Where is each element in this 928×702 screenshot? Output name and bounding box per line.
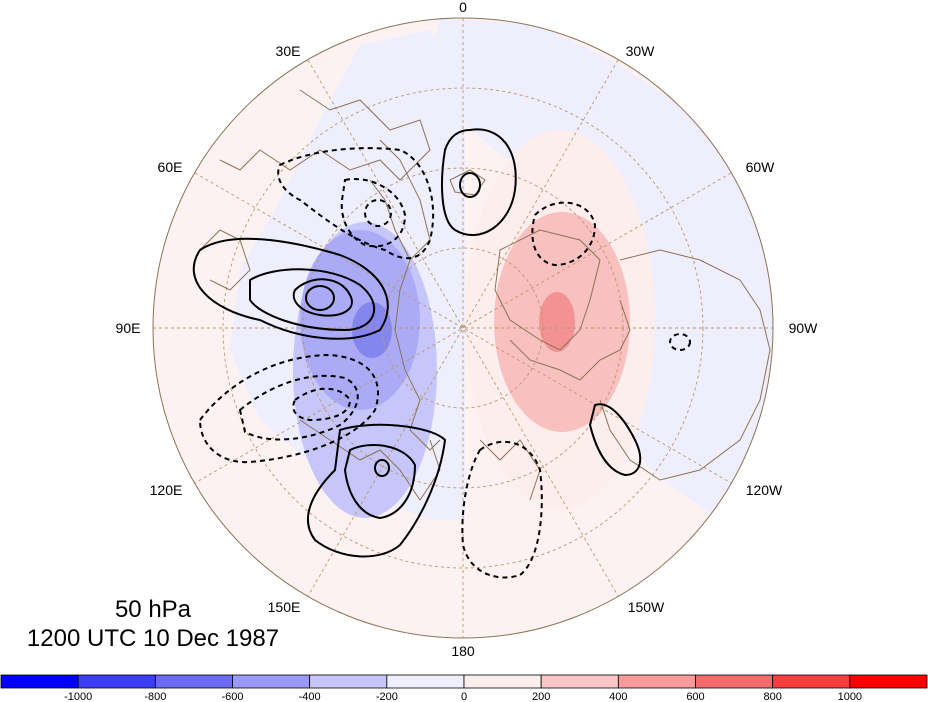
- coastline-europe: [219, 89, 431, 181]
- contour-negative-northwest-outer: [277, 147, 435, 260]
- colorbar-segment: [617, 674, 696, 689]
- pressure-level-caption: 50 hPa: [115, 596, 192, 623]
- lon-label-60e: 60E: [158, 159, 183, 175]
- lon-label-150e: 150E: [268, 599, 301, 615]
- time-caption: 1200 UTC 10 Dec 1987: [27, 625, 279, 652]
- neg-anomaly-core: [352, 302, 392, 358]
- lon-label-60w: 60W: [746, 159, 776, 175]
- contour-positive-south-middle: [343, 444, 417, 520]
- colorbar-tick-label: 0: [461, 691, 467, 702]
- contour-positive-south-outer: [306, 423, 447, 558]
- graticule: [153, 18, 773, 638]
- meridian-60e-120w: [194, 172, 732, 484]
- meridian-30e-150w: [307, 59, 619, 597]
- contour-positive-west-inner: [292, 278, 353, 317]
- contour-positive-east: [588, 403, 642, 477]
- colorbar-segment: [772, 674, 851, 689]
- lon-label-30w: 30W: [626, 43, 656, 59]
- colorbar-tick-label: 600: [686, 691, 704, 702]
- meridian-60w-120e: [194, 172, 732, 484]
- colorbar-segment: [232, 674, 311, 689]
- latitude-circle-outer: [222, 87, 704, 569]
- contour-positive-west-outer: [192, 237, 389, 340]
- colorbar-tick-label: 400: [609, 691, 627, 702]
- contour-negative-southwest-outer: [198, 353, 379, 464]
- colorbar-tick-label: 1000: [838, 691, 862, 702]
- contour-positive-west-middle: [249, 268, 376, 332]
- coastline-siberia: [394, 259, 441, 451]
- contour-positive-south-core: [374, 459, 390, 477]
- coastline-alaska: [479, 439, 541, 501]
- contour-lines: [192, 128, 691, 579]
- lon-label-90w: 90W: [789, 320, 819, 336]
- colorbar-tick-label: -200: [376, 691, 398, 702]
- coastline-canadian-arctic: [509, 299, 631, 381]
- coastline-greenland: [494, 229, 601, 351]
- lon-label-120e: 120E: [150, 482, 183, 498]
- coastlines: [199, 89, 771, 501]
- coastline-africa-mediterranean: [199, 229, 251, 291]
- contour-positive-north: [441, 128, 517, 236]
- map-border: [152, 17, 774, 639]
- colorbar-segment: [849, 674, 928, 689]
- colorbar-tick-label: -400: [299, 691, 321, 702]
- colorbar-tick-label: 800: [763, 691, 781, 702]
- colorbar-segment: [77, 674, 156, 689]
- lon-label-0: 0: [459, 0, 467, 15]
- colorbar-tick-label: -600: [221, 691, 243, 702]
- colorbar-segment: [386, 674, 465, 689]
- contour-negative-pacific: [461, 440, 543, 579]
- negative-contours: [198, 147, 691, 579]
- colorbar-segment: [154, 674, 233, 689]
- colorbar-tick-label: 200: [532, 691, 550, 702]
- meridian-30w-150e: [307, 59, 619, 597]
- lon-label-180: 180: [451, 643, 475, 659]
- colorbar-segment: [695, 674, 774, 689]
- contour-negative-southwest-inner: [292, 387, 352, 422]
- contour-negative-greenland: [531, 201, 597, 267]
- contour-negative-northwest-middle: [340, 178, 407, 248]
- colorbar-segment: [0, 674, 79, 689]
- contour-negative-southwest-middle: [238, 374, 359, 441]
- coastline-scandinavia: [369, 139, 431, 261]
- colorbar-segment: [540, 674, 619, 689]
- colorbar: -1000 -800 -600 -400 -200 0 200 400 600 800 1000: [0, 674, 928, 702]
- colorbar-segment: [309, 674, 388, 689]
- lon-label-30e: 30E: [276, 43, 301, 59]
- colorbar-tick-label: -800: [144, 691, 166, 702]
- lon-label-90e: 90E: [116, 320, 141, 336]
- lon-label-120w: 120W: [746, 482, 783, 498]
- lon-label-150w: 150W: [628, 599, 665, 615]
- pos-anomaly-strong-region: [539, 292, 575, 352]
- contour-positive-west-core: [305, 285, 335, 311]
- contour-negative-northwest-core: [364, 199, 392, 227]
- anomaly-shading: [230, 18, 773, 520]
- coastline-north-america: [599, 249, 771, 481]
- contour-positive-north-core: [459, 172, 481, 198]
- latitude-circle-middle: [302, 167, 624, 489]
- colorbar-segment: [463, 674, 542, 689]
- latitude-circle-inner: [382, 247, 544, 409]
- colorbar-tick-label: -1000: [64, 691, 92, 702]
- map-disk: [152, 17, 774, 639]
- longitude-labels: 0 30E 30W 60E 60W 90E 90W 120E 120W 150E…: [116, 0, 819, 659]
- contour-negative-east-small: [669, 333, 691, 351]
